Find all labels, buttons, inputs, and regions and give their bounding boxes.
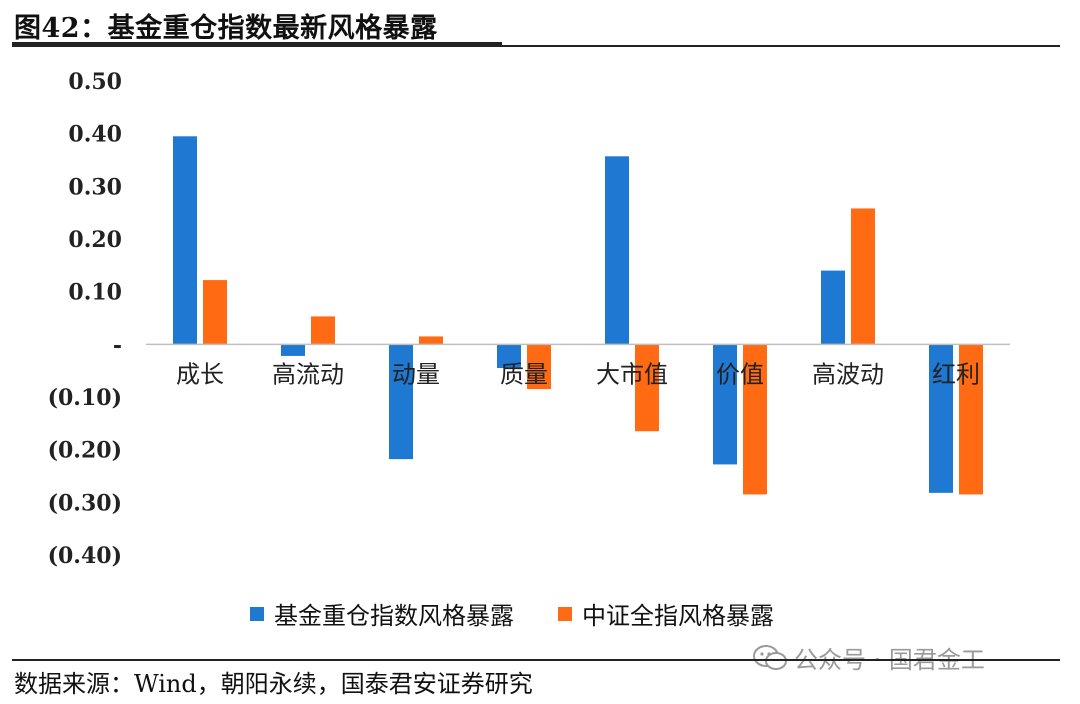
chart-legend: 基金重仓指数风格暴露 中证全指风格暴露	[250, 596, 774, 631]
watermark-text: 公众号 · 国君金工	[794, 646, 985, 674]
legend-label-fund: 基金重仓指数风格暴露	[274, 602, 514, 630]
bar-index-exposure	[203, 280, 227, 345]
legend-swatch-index	[558, 606, 572, 621]
bar-fund-exposure	[173, 136, 197, 345]
y-tick-label: 0.30	[68, 174, 122, 200]
bar-index-exposure	[419, 336, 443, 345]
bar-chart: 0.50 0.40 0.30 0.20 0.10 - (0.10) (0.20) (0.30) (…	[48, 69, 1010, 569]
y-tick-label: 0.40	[68, 122, 122, 148]
bar-fund-exposure	[929, 344, 953, 493]
title-rule	[12, 45, 1060, 47]
bar-fund-exposure	[281, 344, 305, 356]
x-category-label: 大市值	[596, 360, 668, 388]
bar-fund-exposure	[713, 344, 737, 465]
y-tick-label: (0.20)	[48, 438, 122, 464]
x-category-label: 价值	[716, 360, 764, 388]
bar-index-exposure	[635, 344, 659, 432]
watermark: 公众号 · 国君金工	[752, 640, 985, 675]
y-tick-label: (0.30)	[48, 490, 122, 516]
figure-title: 图42：基金重仓指数最新风格暴露	[14, 13, 438, 44]
x-category-label: 质量	[500, 360, 548, 388]
y-tick-label: 0.10	[68, 280, 122, 306]
bar-index-exposure	[743, 344, 767, 495]
x-category-label: 成长	[176, 360, 224, 388]
bar-index-exposure	[527, 344, 551, 390]
y-tick-label: (0.40)	[48, 543, 122, 569]
source-note: 数据来源：Wind，朝阳永续，国泰君安证券研究	[14, 670, 533, 698]
y-tick-label: 0.50	[68, 69, 122, 95]
legend-label-index: 中证全指风格暴露	[582, 602, 774, 630]
y-tick-label: -	[113, 332, 122, 358]
y-tick-label: 0.20	[68, 227, 122, 253]
wechat-icon	[752, 644, 788, 672]
x-category-label: 高流动	[272, 360, 344, 388]
legend-swatch-fund	[250, 606, 264, 621]
x-category-label: 红利	[932, 360, 980, 388]
bar-fund-exposure	[497, 344, 521, 369]
x-category-label: 高波动	[812, 360, 884, 388]
bar-index-exposure	[851, 208, 875, 345]
bar-fund-exposure	[821, 270, 845, 345]
footer-rule	[12, 659, 1060, 661]
y-tick-label: (0.10)	[48, 385, 122, 411]
title-rule-accent	[12, 42, 502, 47]
legend-item-index: 中证全指风格暴露	[558, 596, 774, 631]
bar-index-exposure	[311, 316, 335, 345]
bar-index-exposure	[959, 344, 983, 495]
bar-fund-exposure	[605, 156, 629, 345]
bar-fund-exposure	[389, 344, 413, 460]
x-category-label: 动量	[392, 360, 440, 388]
legend-item-fund: 基金重仓指数风格暴露	[250, 596, 514, 631]
